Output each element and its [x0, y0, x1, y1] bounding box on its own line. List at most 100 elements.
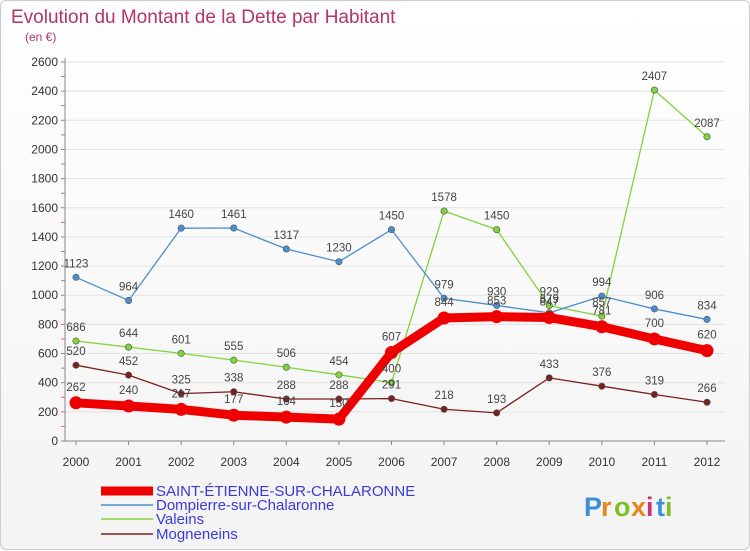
data-label: 879 — [540, 294, 559, 306]
x-tick-label: 2012 — [694, 455, 721, 469]
y-tick-label: 1400 — [31, 230, 58, 244]
data-label: 506 — [277, 348, 296, 360]
y-tick-label: 0 — [51, 434, 58, 448]
data-label: 452 — [119, 356, 138, 368]
data-point — [650, 305, 658, 313]
series-layer — [69, 86, 714, 426]
data-label: 1450 — [379, 211, 405, 223]
data-point — [387, 395, 395, 403]
data-point — [598, 312, 606, 320]
data-point — [125, 296, 133, 304]
data-point — [542, 311, 556, 325]
y-tick-label: 400 — [38, 376, 58, 390]
data-point — [490, 310, 504, 324]
data-label: 781 — [592, 306, 611, 318]
x-tick-label: 2006 — [378, 455, 405, 469]
data-label: 319 — [645, 375, 664, 387]
data-point — [650, 86, 658, 94]
logo-letter: r — [601, 492, 612, 522]
data-labels: 262 240 217 177 164 150 607 844 853 847 781 700 620 1… — [64, 71, 720, 410]
chart-subtitle: (en €) — [25, 30, 56, 44]
data-point — [387, 226, 395, 234]
y-tick-label: 600 — [38, 347, 58, 361]
data-point — [545, 302, 553, 310]
logo-letter: i — [646, 492, 654, 522]
data-point — [122, 399, 136, 413]
axes: 0 200 400 600 800 1000 1200 1400 1600 1800 2000 220… — [31, 55, 725, 469]
data-label: 964 — [119, 281, 139, 293]
proxiti-logo: Pr o x i t i — [584, 492, 673, 522]
data-point — [440, 207, 448, 215]
data-label: 193 — [487, 394, 506, 406]
data-label: 994 — [592, 277, 612, 289]
data-point — [125, 343, 133, 351]
data-point — [703, 133, 711, 141]
data-point — [282, 363, 290, 371]
data-label: 266 — [697, 383, 716, 395]
data-point — [72, 361, 80, 369]
data-label: 979 — [434, 279, 453, 291]
data-point — [493, 301, 501, 309]
x-tick-label: 2010 — [588, 455, 615, 469]
data-label: 853 — [487, 296, 506, 308]
x-tick-label: 2000 — [63, 455, 90, 469]
data-label: 2087 — [694, 118, 720, 130]
data-label: 1578 — [431, 192, 457, 204]
data-label: 288 — [277, 380, 296, 392]
legend-label: Valeins — [156, 511, 204, 528]
legend-label: Dompierre-sur-Chalaronne — [156, 497, 334, 514]
y-tick-label: 2200 — [31, 113, 58, 127]
data-label: 218 — [434, 390, 453, 402]
data-label: 834 — [697, 300, 717, 312]
x-tick-label: 2009 — [536, 455, 563, 469]
data-point — [332, 412, 346, 426]
data-label: 644 — [119, 328, 139, 340]
data-point — [650, 390, 658, 398]
data-label: 1317 — [274, 230, 300, 242]
data-label: 686 — [66, 322, 85, 334]
legend-label: SAINT-ÉTIENNE-SUR-CHALARONNE — [156, 483, 415, 500]
data-label: 288 — [329, 380, 348, 392]
x-tick-label: 2003 — [220, 455, 247, 469]
data-label: 454 — [329, 356, 349, 368]
data-label: 433 — [540, 359, 559, 371]
x-tick-label: 2005 — [326, 455, 353, 469]
data-label: 929 — [540, 287, 559, 299]
data-label: 164 — [277, 396, 297, 408]
data-point — [230, 224, 238, 232]
x-tick-label: 2004 — [273, 455, 300, 469]
data-point — [440, 294, 448, 302]
y-tick-label: 1200 — [31, 259, 58, 273]
data-label: 1460 — [168, 209, 194, 221]
data-point — [335, 371, 343, 379]
x-tick-label: 2001 — [115, 455, 142, 469]
data-label: 1450 — [484, 211, 510, 223]
data-label: 930 — [487, 286, 506, 298]
data-label: 1461 — [221, 209, 247, 221]
x-tick-label: 2007 — [431, 455, 458, 469]
data-point — [69, 396, 83, 410]
data-point — [282, 245, 290, 253]
data-label: 700 — [645, 318, 664, 330]
y-tick-label: 1600 — [31, 201, 58, 215]
data-point — [437, 311, 451, 325]
data-point — [545, 374, 553, 382]
data-point — [335, 258, 343, 266]
data-label: 400 — [382, 364, 401, 376]
data-label: 1123 — [64, 258, 89, 270]
data-point — [440, 405, 448, 413]
y-tick-label: 800 — [38, 317, 58, 331]
data-point — [230, 356, 238, 364]
data-point — [647, 332, 661, 346]
data-point — [385, 346, 398, 360]
data-label: 601 — [172, 334, 191, 346]
y-tick-label: 1000 — [31, 288, 58, 302]
data-label: 857 — [592, 297, 611, 309]
legend: SAINT-ÉTIENNE-SUR-CHALARONNEDompierre-su… — [101, 483, 415, 543]
y-tick-label: 1800 — [31, 172, 58, 186]
x-tick-label: 2008 — [483, 455, 510, 469]
logo-letter: o — [614, 492, 631, 522]
data-point — [177, 224, 185, 232]
